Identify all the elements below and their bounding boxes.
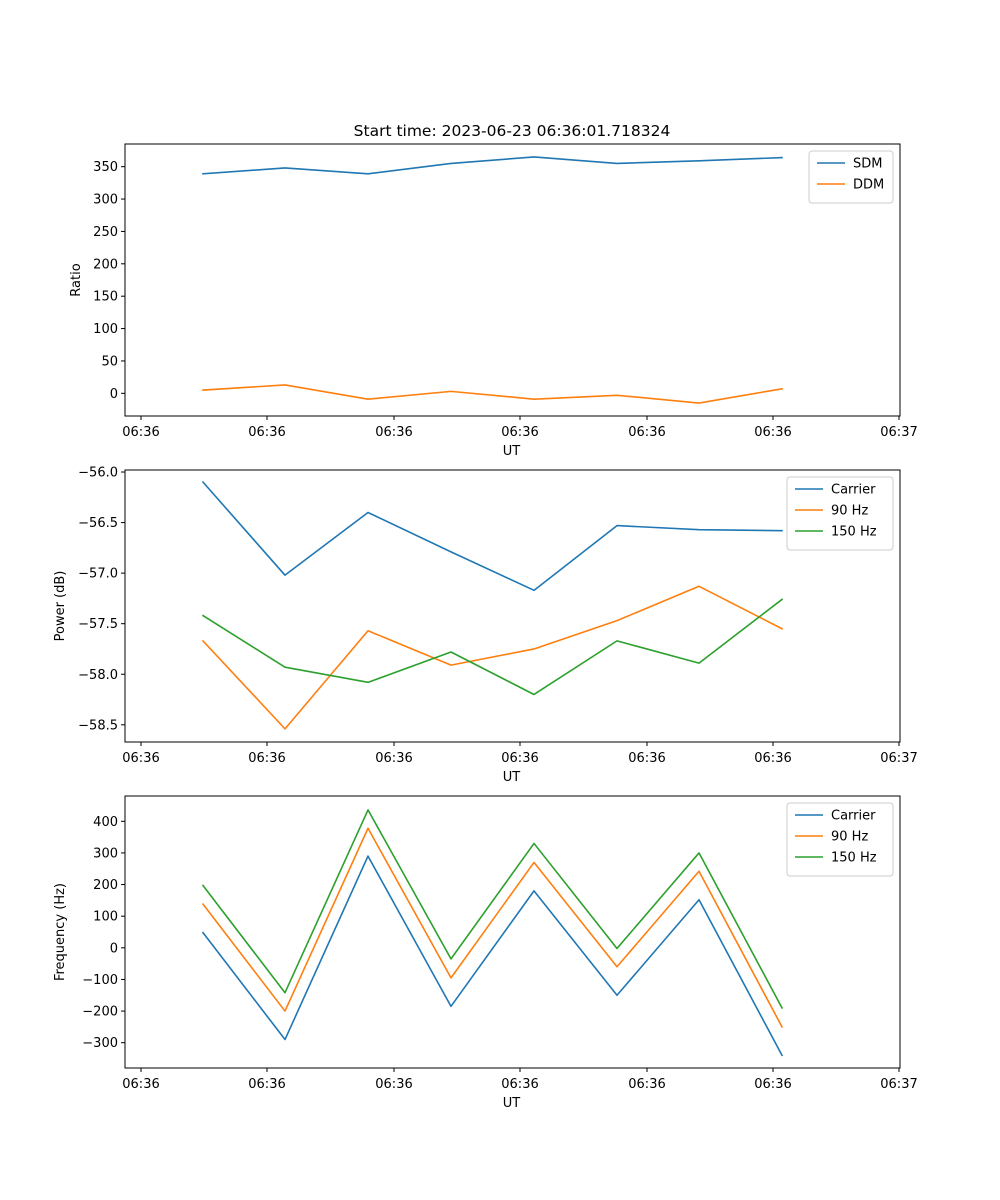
legend-label: 90 Hz: [831, 504, 868, 519]
x-tick-label: 06:37: [880, 751, 917, 766]
x-tick-label: 06:36: [501, 1077, 538, 1092]
x-tick-label: 06:36: [375, 751, 412, 766]
legend-label: SDM: [853, 157, 882, 172]
x-axis-label: UT: [503, 444, 521, 459]
legend-label: 90 Hz: [831, 830, 868, 845]
legend-label: Carrier: [831, 483, 876, 498]
x-tick-label: 06:36: [628, 425, 665, 440]
chart-panel-1: 06:36 06:36 06:36 06:36 06:36 06:36 06:37 0 50 10…: [69, 143, 918, 459]
y-tick-label: −300: [82, 1036, 118, 1051]
y-axis-label: Power (dB): [53, 571, 68, 642]
legend-label: Carrier: [831, 809, 876, 824]
y-tick-label: 0: [110, 941, 118, 956]
x-tick-label: 06:36: [754, 1077, 791, 1092]
series-line-1-1: [202, 156, 783, 175]
series-line-2-3: [201, 598, 784, 696]
y-tick-label: −56.5: [78, 516, 118, 531]
y-tick-label: 350: [93, 160, 118, 175]
x-tick-label: 06:37: [880, 425, 917, 440]
y-tick-label: 300: [93, 193, 118, 208]
axes-frame: [124, 795, 901, 1069]
y-tick-label: 100: [93, 910, 118, 925]
chart-panel-2: 06:36 06:36 06:36 06:36 06:36 06:36 06:37 −58.5…: [53, 466, 918, 785]
axes-frame: [124, 469, 901, 743]
y-tick-label: 400: [93, 815, 118, 830]
x-tick-label: 06:36: [122, 1077, 159, 1092]
x-tick-label: 06:36: [501, 425, 538, 440]
series-line-2-1: [201, 481, 783, 592]
x-tick-label: 06:36: [501, 751, 538, 766]
x-tick-label: 06:37: [880, 1077, 917, 1092]
axes-frame: [124, 143, 901, 417]
x-tick-label: 06:36: [628, 751, 665, 766]
y-axis-label: Ratio: [69, 263, 84, 296]
y-tick-label: −100: [82, 973, 118, 988]
y-tick-label: −56.0: [78, 466, 118, 481]
y-tick-label: 300: [93, 846, 118, 861]
x-tick-label: 06:36: [248, 1077, 285, 1092]
legend-label: DDM: [853, 178, 884, 193]
x-tick-label: 06:36: [248, 425, 285, 440]
y-tick-label: −57.5: [78, 617, 118, 632]
y-tick-label: −200: [82, 1005, 118, 1020]
legend: [808, 150, 894, 204]
y-tick-label: −58.5: [78, 718, 118, 733]
x-tick-label: 06:36: [375, 1077, 412, 1092]
chart-panel-3: 06:36 06:36 06:36 06:36 06:36 06:36 06:37 −300 −…: [53, 795, 918, 1111]
series-line-3-2: [201, 827, 784, 1028]
legend-label: 150 Hz: [831, 851, 877, 866]
y-axis-label: Frequency (Hz): [53, 883, 68, 981]
y-tick-label: 250: [93, 225, 118, 240]
series-line-2-2: [201, 585, 784, 730]
x-tick-label: 06:36: [754, 751, 791, 766]
x-tick-label: 06:36: [375, 425, 412, 440]
x-tick-label: 06:36: [248, 751, 285, 766]
legend-label: 150 Hz: [831, 525, 877, 540]
x-tick-label: 06:36: [122, 751, 159, 766]
x-axis-label: UT: [503, 1096, 521, 1111]
series-line-3-3: [201, 809, 784, 1009]
y-tick-label: 150: [93, 290, 118, 305]
y-tick-label: 100: [93, 322, 118, 337]
figure-title: Start time: 2023-06-23 06:36:01.718324: [354, 122, 671, 140]
x-tick-label: 06:36: [628, 1077, 665, 1092]
y-tick-label: −57.0: [78, 567, 118, 582]
series-line-1-2: [202, 384, 783, 404]
series-line-3-1: [201, 855, 784, 1057]
x-tick-label: 06:36: [754, 425, 791, 440]
y-tick-label: 0: [110, 387, 118, 402]
y-tick-label: 200: [93, 878, 118, 893]
y-tick-label: −58.0: [78, 668, 118, 683]
x-axis-label: UT: [503, 770, 521, 785]
y-tick-label: 200: [93, 257, 118, 272]
y-tick-label: 50: [101, 354, 118, 369]
x-tick-label: 06:36: [122, 425, 159, 440]
